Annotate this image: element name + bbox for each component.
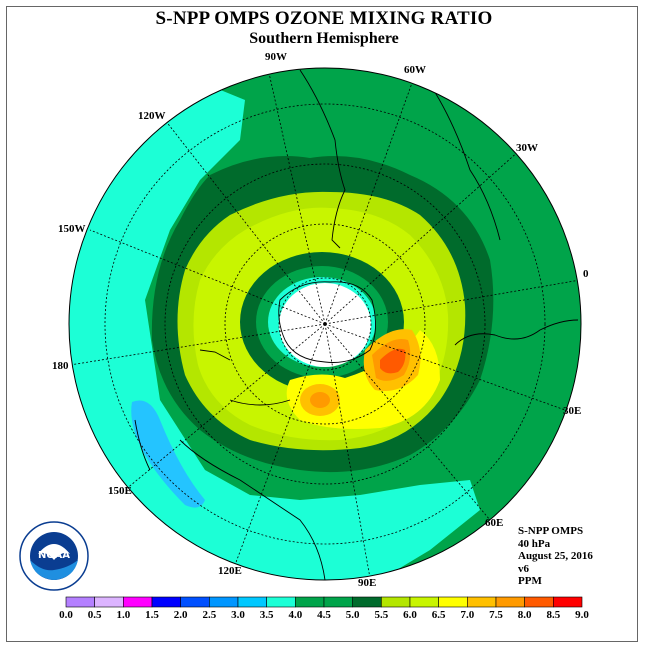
map-frame [6, 6, 638, 642]
lon-label-0: 0 [583, 268, 589, 280]
color-bar-segment [381, 596, 411, 608]
color-bar-segment [524, 596, 554, 608]
color-bar-tick-label: 5.0 [345, 609, 360, 621]
color-bar-tick-label: 4.0 [288, 609, 303, 621]
color-bar-segment [266, 596, 296, 608]
color-bar-segment [180, 596, 210, 608]
map-subtitle: Southern Hemisphere [249, 30, 399, 47]
color-bar-tick-label: 1.5 [145, 609, 159, 621]
color-bar-segment [151, 596, 181, 608]
lon-label-120w: 120W [138, 110, 166, 122]
info-units: PPM [518, 575, 542, 587]
color-bar-tick-label: 7.0 [460, 609, 475, 621]
color-bar-segment [123, 596, 153, 608]
lon-label-180: 180 [52, 360, 69, 372]
lon-label-90e: 90E [358, 577, 377, 589]
color-bar-tick-label: 2.5 [202, 609, 217, 621]
lon-label-30w: 30W [516, 142, 538, 154]
color-bar-tick-label: 9.0 [575, 609, 589, 621]
lon-label-60w: 60W [404, 64, 426, 76]
color-bar-segment [409, 596, 439, 608]
color-bar-segment [438, 596, 468, 608]
level-7-5 [380, 348, 406, 374]
color-bar-segment [467, 596, 497, 608]
color-bar-tick-label: 0.0 [59, 609, 73, 621]
color-bar [65, 596, 583, 608]
info-version: v6 [518, 562, 529, 575]
local-max-inner [310, 392, 330, 408]
graticule [69, 72, 581, 579]
svg-text:NOAA: NOAA [38, 550, 70, 561]
info-instrument: S-NPP OMPS [518, 525, 584, 537]
color-bar-segment [237, 596, 267, 608]
color-bar-tick-label: 5.5 [374, 609, 389, 621]
color-bar-segment [323, 596, 353, 608]
color-bar-tick-label: 8.0 [517, 609, 532, 621]
color-bar-segment [352, 596, 382, 608]
color-bar-tick-label: 6.5 [431, 609, 446, 621]
info-pressure: 40 hPa [518, 537, 551, 550]
level-3-0 [131, 400, 205, 508]
info-date: August 25, 2016 [518, 550, 593, 562]
color-bar-segment [553, 596, 583, 608]
color-bar-segment [209, 596, 239, 608]
product-info: S-NPP OMPS 40 hPa August 25, 2016 v6 PPM [518, 525, 593, 588]
lon-label-150e: 150E [108, 485, 132, 497]
color-bar-tick-label: 7.5 [489, 609, 503, 621]
color-bar-tick-label: 2.0 [173, 609, 188, 621]
map-title: S-NPP OMPS OZONE MIXING RATIO [155, 8, 493, 29]
color-bar-tick-label: 4.5 [317, 609, 331, 621]
color-bar-tick-label: 1.0 [116, 609, 131, 621]
lon-label-30e: 30E [563, 405, 582, 417]
lon-label-60e: 60E [485, 517, 504, 529]
color-bar-tick-label: 8.5 [546, 609, 561, 621]
color-bar-segment [65, 596, 95, 608]
color-bar-segment [495, 596, 525, 608]
color-bar-tick-label: 6.0 [403, 609, 417, 621]
lon-label-90w: 90W [265, 51, 287, 63]
color-bar-segment [295, 596, 325, 608]
south-pole-marker [323, 322, 327, 326]
color-bar-tick-label: 3.5 [259, 609, 274, 621]
color-bar-tick-label: 0.5 [87, 609, 102, 621]
lon-label-120e: 120E [218, 565, 242, 577]
color-bar-segment [94, 596, 124, 608]
color-bar-tick-label: 3.0 [231, 609, 245, 621]
map-boundary [68, 67, 582, 581]
lon-label-150w: 150W [58, 223, 86, 235]
